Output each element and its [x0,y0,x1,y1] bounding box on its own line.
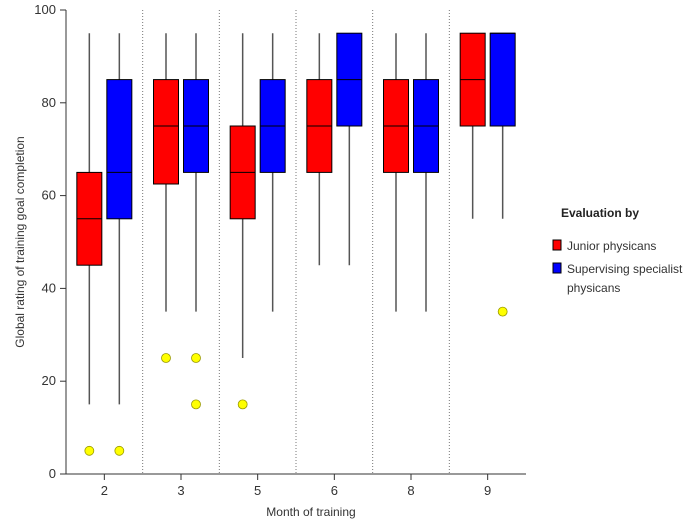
box [489,32,516,127]
x-ticks: 2 3 5 6 8 9 [101,474,491,498]
legend-label-supervising: Supervising specialist [567,262,683,276]
box-supervising-month-2 [106,33,133,405]
legend-label-supervising-line2: physicans [567,281,620,295]
y-tick-label: 40 [42,280,56,295]
box [153,79,179,185]
legend-title: Evaluation by [561,206,639,220]
outlier-point [114,445,125,456]
box-supervising-month-5 [259,33,286,312]
box-junior-month-2 [76,33,103,405]
box-junior-month-9 [459,32,486,219]
y-tick-label: 60 [42,188,56,203]
x-tick-label: 5 [254,483,261,498]
box-supervising-month-9 [489,32,516,219]
x-tick-label: 8 [407,483,414,498]
x-tick-label: 3 [177,483,184,498]
legend-label-junior: Junior physicans [567,239,656,253]
outlier-point [497,306,508,317]
legend: Evaluation by Junior physicans Supervisi… [552,206,683,295]
outlier-point [161,353,171,363]
legend-swatch-junior [552,239,562,251]
outliers [84,306,508,456]
outlier-point [191,399,201,410]
box-junior-month-6 [306,33,333,266]
legend-swatch-supervising [552,262,562,274]
y-tick-label: 0 [49,466,56,481]
box-junior-month-8 [383,33,409,312]
box-junior-month-5 [229,33,256,358]
axes [65,10,526,475]
box-supervising-month-3 [183,33,209,312]
y-tick-label: 100 [34,2,56,17]
y-axis-title: Global rating of training goal completio… [13,136,27,347]
x-axis-title: Month of training [266,505,355,519]
box [106,79,133,220]
box-supervising-month-6 [336,32,363,266]
x-tick-label: 6 [331,483,338,498]
outlier-point [237,399,248,410]
box-junior-month-3 [153,33,179,312]
y-ticks: 0 20 40 60 80 100 [34,2,66,481]
outlier-point [191,353,201,363]
group-separators [142,10,450,474]
x-tick-label: 9 [484,483,491,498]
box-supervising-month-8 [413,33,439,312]
y-tick-label: 80 [42,95,56,110]
outlier-point [84,445,95,456]
x-tick-label: 2 [101,483,108,498]
y-tick-label: 20 [42,373,56,388]
boxes [76,32,516,405]
